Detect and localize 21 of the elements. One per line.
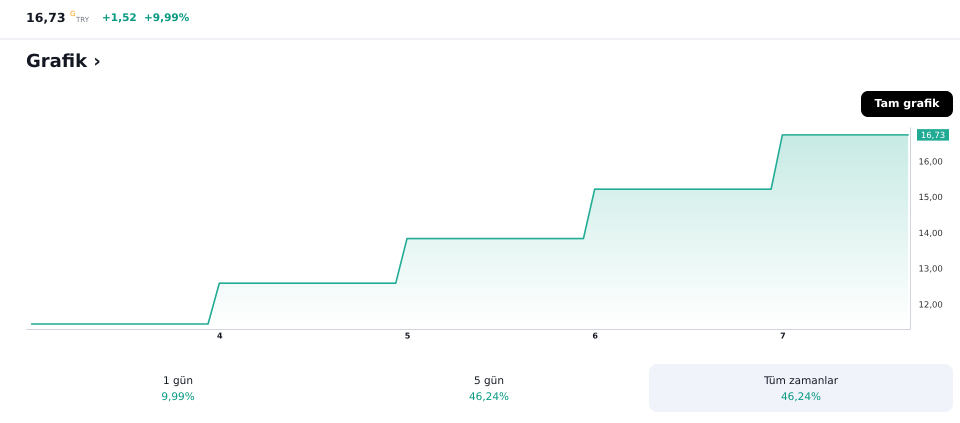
text: 46,24% [468, 391, 510, 403]
text: 46,24% [780, 391, 822, 403]
x-tick-label: 7 [780, 332, 786, 340]
data-label: 16,73 [920, 130, 946, 141]
text: Tam grafik [874, 97, 940, 110]
y-tick-label: 15,00 [918, 193, 943, 204]
y-tick-label: 13,00 [918, 264, 943, 275]
y-tick-label: 16,00 [918, 157, 943, 168]
text: Tüm zamanlar [762, 375, 839, 387]
text: +1,52 [102, 12, 137, 24]
text: 5 gün [474, 375, 504, 387]
text: 16,73 [26, 10, 66, 25]
text: 1 gün [163, 375, 193, 387]
x-tick-label: 4 [217, 332, 224, 340]
x-tick-label: 5 [404, 332, 411, 340]
y-tick-label: 14,00 [918, 228, 943, 239]
chart-title: Grafik › [26, 51, 101, 72]
text: 9,99% [161, 391, 195, 403]
x-tick-label: 6 [592, 332, 598, 340]
y-tick-label: 12,00 [918, 300, 943, 310]
text: +9,99% [144, 12, 190, 24]
